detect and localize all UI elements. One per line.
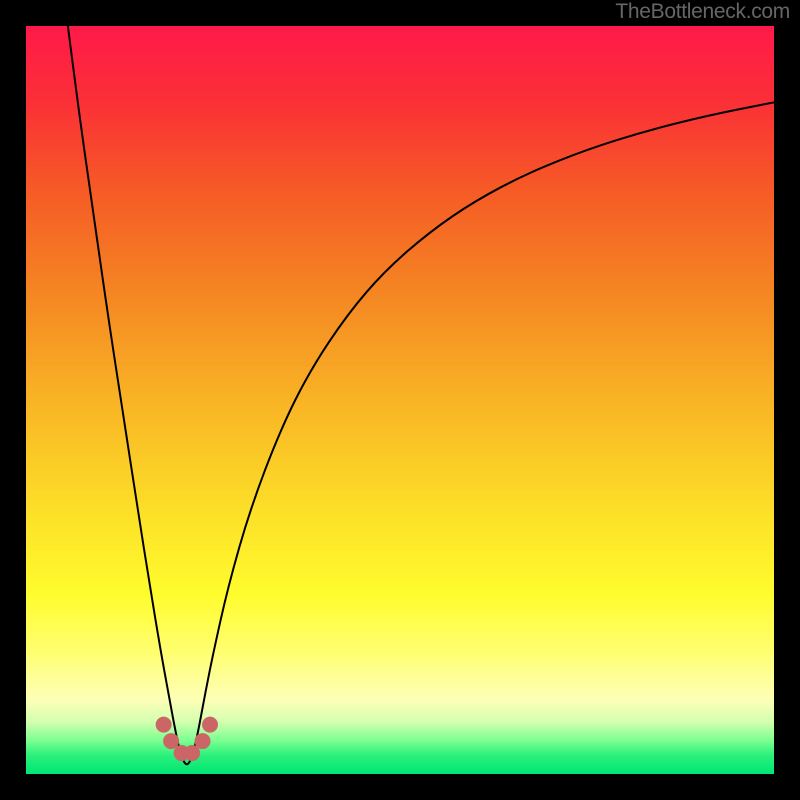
bottleneck-curve — [68, 26, 774, 764]
curve-marker — [163, 733, 179, 749]
curve-marker — [184, 745, 200, 761]
watermark-text: TheBottleneck.com — [615, 0, 790, 24]
curve-marker — [202, 717, 218, 733]
curve-marker — [195, 733, 211, 749]
curve-overlay — [26, 26, 774, 774]
plot-area — [26, 26, 774, 774]
curve-marker — [156, 717, 172, 733]
chart-container: TheBottleneck.com — [0, 0, 800, 800]
